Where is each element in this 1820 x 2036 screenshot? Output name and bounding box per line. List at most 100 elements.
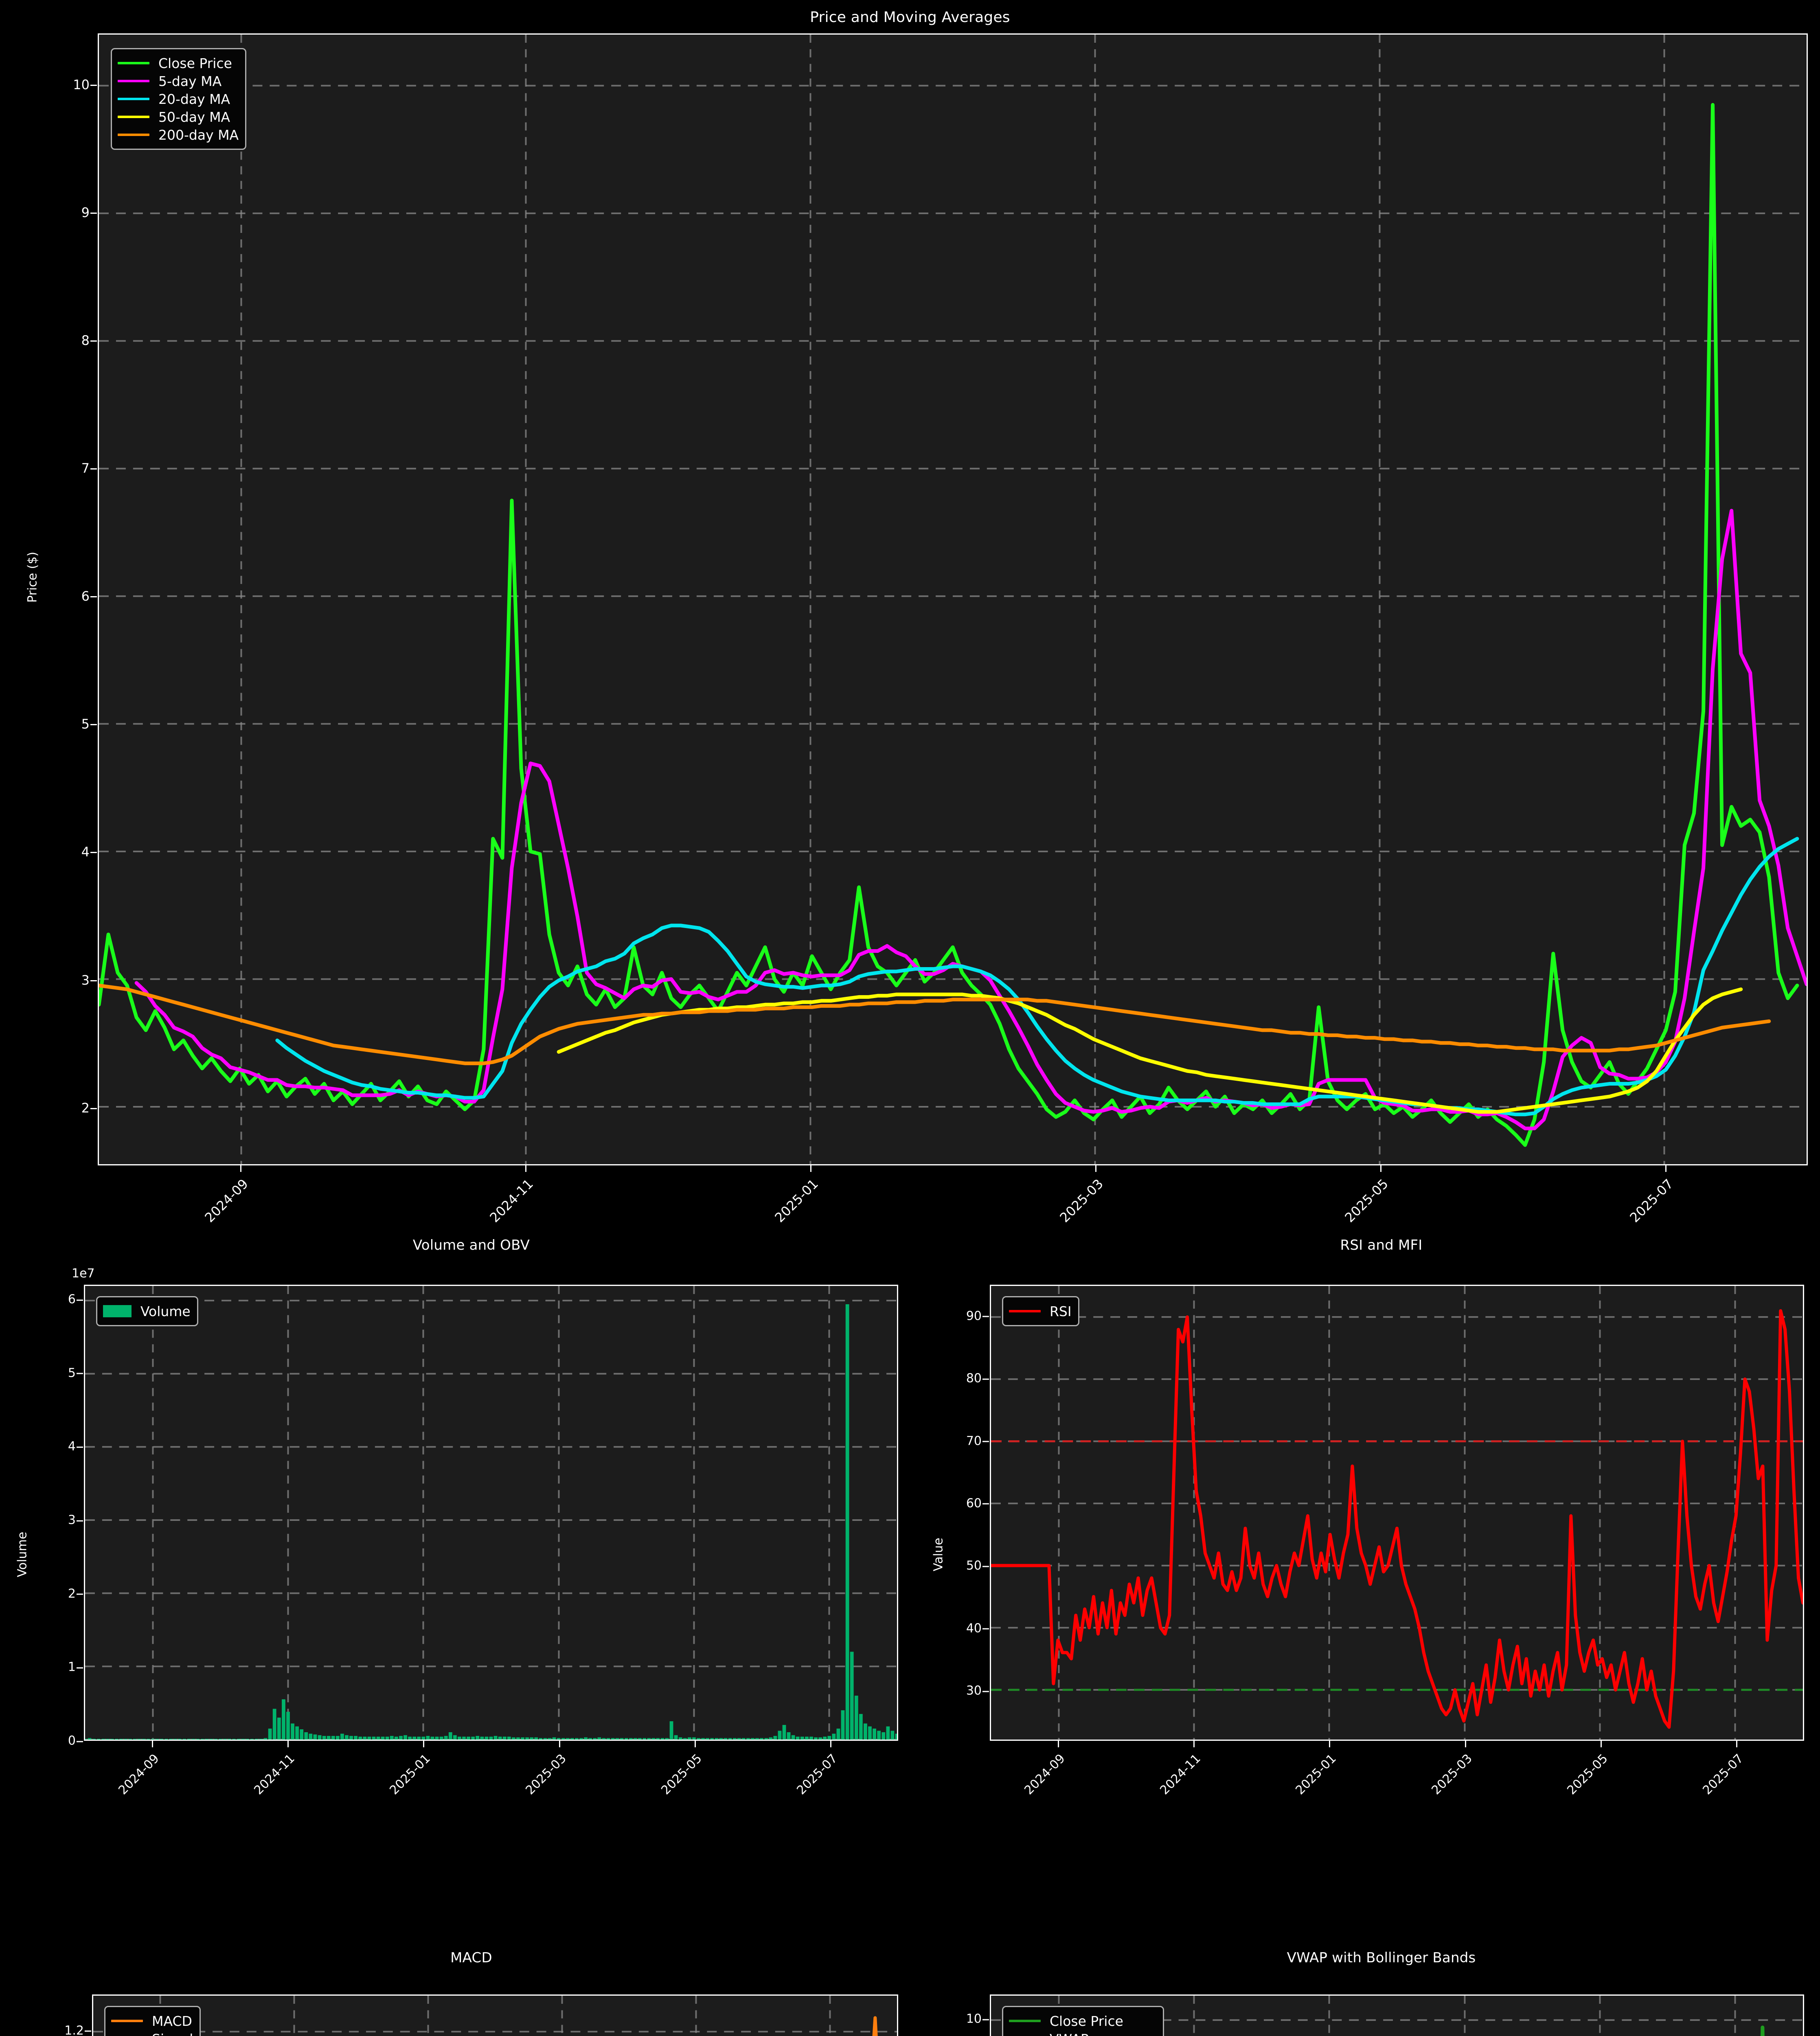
legend-item-rsi[interactable]: RSI: [1009, 1302, 1072, 1320]
legend-label-macd: MACD: [152, 2013, 192, 2029]
x-tick-label: 2024-09: [116, 1751, 162, 1798]
y-tick-mark: [77, 1373, 83, 1374]
y-tick-label: 3: [37, 972, 97, 988]
y-tick-label: 5: [23, 1366, 83, 1380]
y-tick-label: 2: [37, 1100, 97, 1116]
y-tick-mark: [90, 724, 97, 726]
panel-vwap-with-bollinger-bands: VWAP with Bollinger Bands Price ($) Clos…: [910, 1934, 1820, 2036]
volume-chart-title: Volume and OBV: [412, 1237, 530, 1253]
y-tick-label: 10: [929, 2012, 989, 2026]
legend-item-vwap[interactable]: VWAP: [1009, 2030, 1156, 2036]
y-tick-mark: [90, 852, 97, 853]
legend-swatch-ma20: [118, 98, 149, 100]
price-chart-title: Price and Moving Averages: [810, 9, 1010, 26]
y-tick-label: 60: [929, 1496, 989, 1510]
legend-item-ma200[interactable]: 200-day MA: [118, 126, 239, 144]
y-tick-label: 5: [37, 716, 97, 732]
rsi-chart-ylabel: Value: [931, 1538, 946, 1571]
x-tick-mark: [1193, 1741, 1195, 1747]
y-tick-mark: [90, 212, 97, 214]
legend-item-ma50[interactable]: 50-day MA: [118, 108, 239, 126]
y-tick-mark: [982, 1628, 989, 1630]
y-tick-label: 40: [929, 1621, 989, 1635]
legend-swatch-ma50: [118, 116, 149, 118]
x-tick-mark: [1380, 1165, 1381, 1172]
legend-item-vwap-close-price[interactable]: Close Price: [1009, 2012, 1156, 2030]
x-tick-mark: [151, 1741, 153, 1747]
y-tick-mark: [982, 2019, 989, 2021]
rsi-chart-legend[interactable]: RSI: [1002, 1296, 1079, 1326]
y-tick-mark: [90, 84, 97, 86]
legend-item-signal[interactable]: Signal: [111, 2030, 193, 2036]
x-tick-mark: [525, 1165, 526, 1172]
x-tick-label: 2025-07: [794, 1751, 841, 1798]
y-tick-mark: [90, 468, 97, 470]
legend-swatch-close-price: [118, 62, 149, 64]
volume-chart-plot-area[interactable]: [84, 1285, 898, 1741]
y-tick-label: 30: [929, 1684, 989, 1698]
legend-swatch-ma5: [118, 80, 149, 82]
x-tick-label: 2024-09: [1022, 1751, 1068, 1798]
x-tick-label: 2025-05: [1564, 1751, 1611, 1798]
y-tick-mark: [77, 1520, 83, 1522]
y-tick-mark: [90, 980, 97, 981]
y-tick-label: 80: [929, 1371, 989, 1386]
y-tick-label: 4: [23, 1439, 83, 1454]
legend-item-ma20[interactable]: 20-day MA: [118, 90, 239, 108]
x-tick-mark: [1095, 1165, 1096, 1172]
legend-item-volume[interactable]: Volume: [103, 1302, 191, 1320]
rsi-chart-plot-area[interactable]: [990, 1285, 1804, 1741]
macd-chart-plot-area[interactable]: [92, 1994, 898, 2036]
y-tick-mark: [982, 1316, 989, 1317]
legend-label-ma200: 200-day MA: [158, 127, 239, 143]
y-tick-mark: [85, 2030, 91, 2032]
y-tick-mark: [90, 340, 97, 342]
vwap-chart-legend[interactable]: Close Price VWAP VWAP BB Upper VWAP BB L…: [1002, 2006, 1164, 2036]
x-tick-mark: [1665, 1165, 1667, 1172]
x-tick-mark: [559, 1741, 560, 1747]
legend-swatch-vwap-close-price: [1009, 2020, 1041, 2022]
volume-chart-legend[interactable]: Volume: [96, 1296, 198, 1326]
legend-label-vwap: VWAP: [1050, 2032, 1089, 2036]
y-tick-label: 7: [37, 461, 97, 476]
legend-label-ma5: 5-day MA: [158, 73, 222, 89]
x-tick-mark: [423, 1741, 425, 1747]
macd-chart-legend[interactable]: MACD Signal: [104, 2006, 201, 2036]
y-tick-label: 90: [929, 1309, 989, 1323]
y-tick-mark: [90, 1108, 97, 1109]
y-tick-label: 4: [37, 844, 97, 860]
y-tick-mark: [982, 1503, 989, 1505]
legend-item-close-price[interactable]: Close Price: [118, 54, 239, 72]
panel-macd: MACD Value MACD Signal -0.20.00.20.40.60…: [0, 1934, 910, 2036]
x-tick-mark: [1057, 1741, 1059, 1747]
legend-label-rsi: RSI: [1050, 1303, 1072, 1319]
x-tick-label: 2025-01: [387, 1751, 434, 1798]
y-tick-mark: [77, 1593, 83, 1595]
y-tick-mark: [77, 1299, 83, 1301]
y-tick-mark: [77, 1446, 83, 1448]
x-tick-mark: [240, 1165, 241, 1172]
x-tick-mark: [695, 1741, 696, 1747]
price-chart-ylabel: Price ($): [25, 551, 40, 603]
price-chart-legend[interactable]: Close Price 5-day MA 20-day MA 50-day MA…: [111, 48, 247, 150]
legend-item-ma5[interactable]: 5-day MA: [118, 72, 239, 90]
y-tick-label: 0: [23, 1734, 83, 1748]
y-tick-label: 3: [23, 1513, 83, 1527]
x-tick-mark: [287, 1741, 289, 1747]
x-tick-mark: [1465, 1741, 1466, 1747]
legend-item-macd[interactable]: MACD: [111, 2012, 193, 2030]
price-chart-plot-area[interactable]: [98, 33, 1808, 1165]
y-tick-label: 8: [37, 333, 97, 348]
x-tick-mark: [810, 1165, 811, 1172]
y-tick-mark: [982, 1566, 989, 1567]
y-tick-mark: [982, 1441, 989, 1442]
legend-label-signal: Signal: [152, 2032, 193, 2036]
y-tick-label: 6: [23, 1292, 83, 1307]
y-tick-label: 9: [37, 205, 97, 220]
legend-swatch-ma200: [118, 134, 149, 136]
legend-swatch-macd: [111, 2020, 143, 2022]
x-tick-label: 2025-03: [523, 1751, 569, 1798]
y-tick-mark: [982, 1378, 989, 1380]
x-tick-label: 2024-11: [251, 1751, 298, 1798]
y-tick-mark: [982, 1691, 989, 1692]
